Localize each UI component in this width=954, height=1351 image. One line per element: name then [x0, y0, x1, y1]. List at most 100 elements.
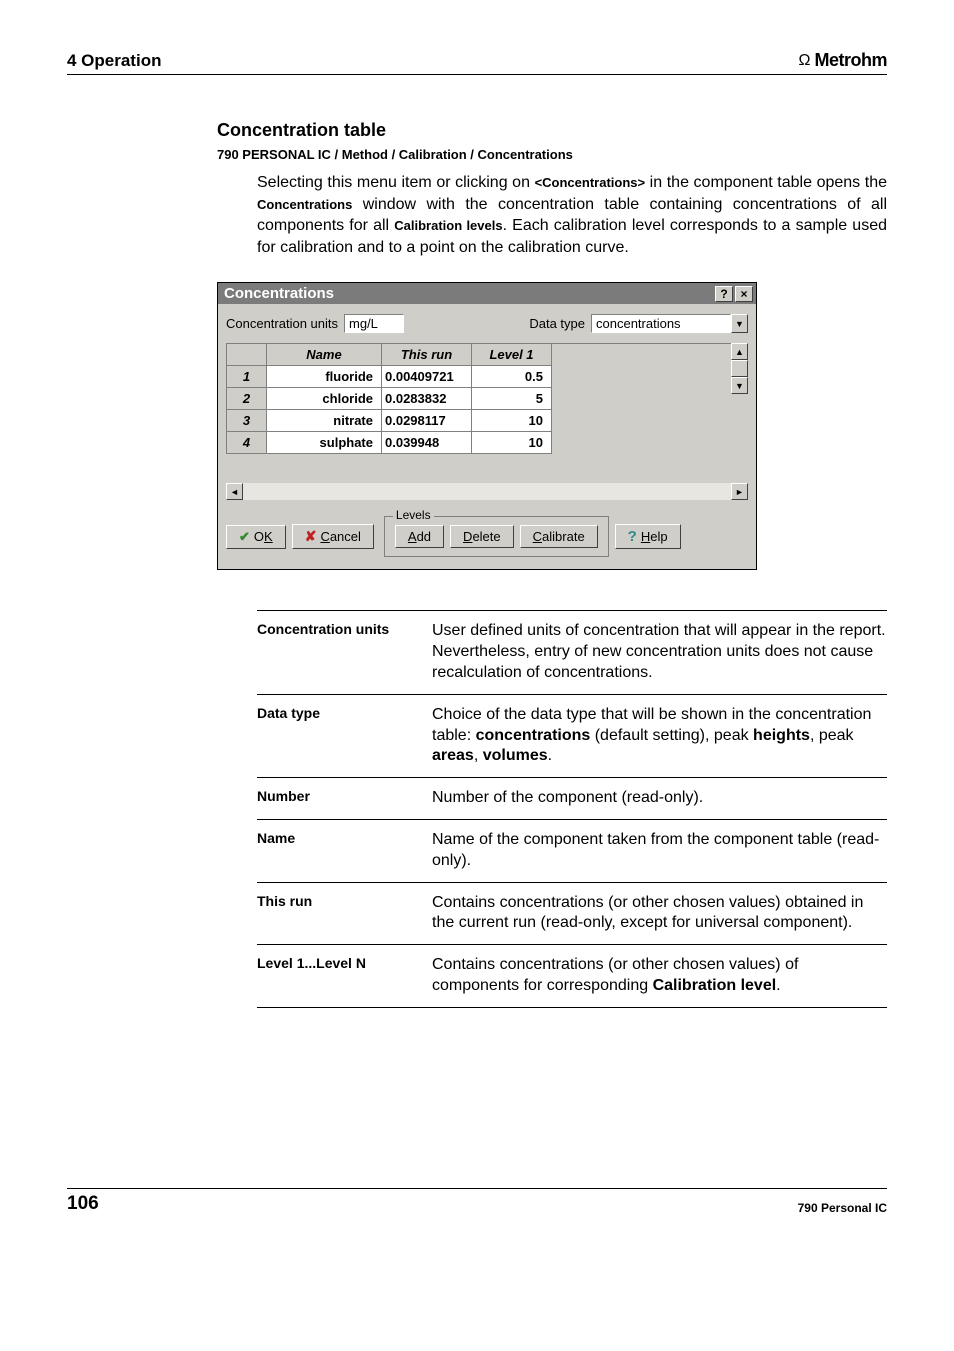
help-button[interactable]: ? Help: [615, 524, 681, 549]
definition-term: This run: [257, 893, 432, 935]
definitions-table: Concentration unitsUser defined units of…: [257, 610, 887, 1007]
chapter-title: 4 Operation: [67, 51, 161, 71]
scroll-thumb[interactable]: [731, 360, 748, 377]
definition-term: Data type: [257, 705, 432, 767]
cell-name: sulphate: [267, 432, 382, 454]
horizontal-scrollbar[interactable]: ◄ ►: [226, 483, 748, 500]
col-level1: Level 1: [472, 344, 552, 366]
help-icon[interactable]: ?: [715, 286, 733, 302]
brand-logo-icon: Ω: [799, 52, 811, 70]
intro-paragraph: Selecting this menu item or clicking on …: [257, 172, 887, 258]
section-heading: Concentration table: [217, 120, 887, 141]
btn-text: alibrate: [542, 529, 585, 544]
definition-description: Choice of the data type that will be sho…: [432, 705, 887, 767]
dialog-titlebar: Concentrations ? ×: [218, 283, 756, 304]
scroll-up-icon[interactable]: ▲: [731, 343, 748, 360]
definition-term: Number: [257, 788, 432, 809]
grid-empty-area: [552, 343, 731, 465]
cell-run: 0.039948: [382, 432, 472, 454]
intro-text: in the component table opens the: [645, 174, 887, 191]
cell-level[interactable]: 10: [472, 432, 552, 454]
levels-label: Levels: [393, 508, 434, 522]
row-num: 2: [227, 388, 267, 410]
definition-row: This runContains concentrations (or othe…: [257, 883, 887, 946]
page-number: 106: [67, 1193, 99, 1215]
cell-name: nitrate: [267, 410, 382, 432]
conc-units-input[interactable]: mg/L: [344, 314, 404, 333]
col-blank: [227, 344, 267, 366]
delete-button[interactable]: Delete: [450, 525, 514, 548]
table-row[interactable]: 4 sulphate 0.039948 10: [227, 432, 552, 454]
intro-text: Selecting this menu item or clicking on: [257, 174, 535, 191]
definition-description: Contains concentrations (or other chosen…: [432, 955, 887, 997]
x-icon: ✘: [305, 528, 317, 545]
data-type-label: Data type: [529, 316, 585, 331]
levels-group: Levels Add Delete Calibrate: [384, 516, 609, 557]
table-row[interactable]: 1 fluoride 0.00409721 0.5: [227, 366, 552, 388]
definition-row: NumberNumber of the component (read-only…: [257, 778, 887, 820]
data-type-select[interactable]: concentrations ▼: [591, 314, 748, 333]
cell-name: fluoride: [267, 366, 382, 388]
scroll-left-icon[interactable]: ◄: [226, 483, 243, 500]
calibrate-button[interactable]: Calibrate: [520, 525, 598, 548]
definition-term: Level 1...Level N: [257, 955, 432, 997]
question-icon: ?: [628, 528, 637, 545]
cell-level[interactable]: 5: [472, 388, 552, 410]
btn-text: A: [408, 529, 417, 544]
footer-doc-name: 790 Personal IC: [798, 1201, 887, 1215]
scroll-track[interactable]: [243, 483, 731, 500]
add-button[interactable]: Add: [395, 525, 444, 548]
cell-run: 0.00409721: [382, 366, 472, 388]
intro-tag: <Concentrations>: [535, 175, 646, 190]
definition-row: Level 1...Level NContains concentrations…: [257, 945, 887, 1008]
brand-name: Metrohm: [815, 50, 888, 71]
btn-text: C: [320, 529, 329, 544]
btn-text: K: [264, 529, 273, 544]
vertical-scrollbar[interactable]: ▲ ▼: [731, 343, 748, 394]
conc-units-label: Concentration units: [226, 316, 338, 331]
btn-text: elp: [650, 529, 667, 544]
btn-text: C: [533, 529, 542, 544]
col-thisrun: This run: [382, 344, 472, 366]
btn-text: O: [254, 529, 264, 544]
page-header: 4 Operation Ω Metrohm: [67, 50, 887, 75]
scroll-right-icon[interactable]: ►: [731, 483, 748, 500]
concentration-table: Name This run Level 1 1 fluoride 0.00409…: [226, 343, 552, 454]
btn-text: dd: [417, 529, 431, 544]
definition-term: Name: [257, 830, 432, 872]
btn-text: ancel: [330, 529, 361, 544]
table-row[interactable]: 2 chloride 0.0283832 5: [227, 388, 552, 410]
brand-block: Ω Metrohm: [799, 50, 887, 71]
data-type-value: concentrations: [591, 314, 731, 333]
ok-button[interactable]: ✔ OK: [226, 525, 286, 549]
col-name: Name: [267, 344, 382, 366]
scroll-down-icon[interactable]: ▼: [731, 377, 748, 394]
check-icon: ✔: [239, 529, 250, 545]
concentrations-dialog: Concentrations ? × Concentration units m…: [217, 282, 757, 570]
breadcrumb: 790 PERSONAL IC / Method / Calibration /…: [217, 147, 887, 162]
row-num: 3: [227, 410, 267, 432]
definition-term: Concentration units: [257, 621, 432, 683]
definition-description: Number of the component (read-only).: [432, 788, 703, 809]
page-footer: 106 790 Personal IC: [67, 1188, 887, 1215]
intro-bold: Concentrations: [257, 197, 352, 212]
close-icon[interactable]: ×: [735, 286, 753, 302]
cell-run: 0.0298117: [382, 410, 472, 432]
dialog-title: Concentrations: [224, 285, 334, 302]
definition-description: Contains concentrations (or other chosen…: [432, 893, 887, 935]
cancel-button[interactable]: ✘ Cancel: [292, 524, 374, 549]
row-num: 1: [227, 366, 267, 388]
btn-text: elete: [472, 529, 500, 544]
cell-level[interactable]: 10: [472, 410, 552, 432]
cell-level[interactable]: 0.5: [472, 366, 552, 388]
definition-row: Data typeChoice of the data type that wi…: [257, 695, 887, 778]
definition-row: NameName of the component taken from the…: [257, 820, 887, 883]
row-num: 4: [227, 432, 267, 454]
chevron-down-icon[interactable]: ▼: [731, 314, 748, 333]
definition-row: Concentration unitsUser defined units of…: [257, 610, 887, 694]
table-row[interactable]: 3 nitrate 0.0298117 10: [227, 410, 552, 432]
definition-description: Name of the component taken from the com…: [432, 830, 887, 872]
cell-run: 0.0283832: [382, 388, 472, 410]
intro-bold: Calibration levels: [394, 218, 502, 233]
btn-text: H: [641, 529, 650, 544]
